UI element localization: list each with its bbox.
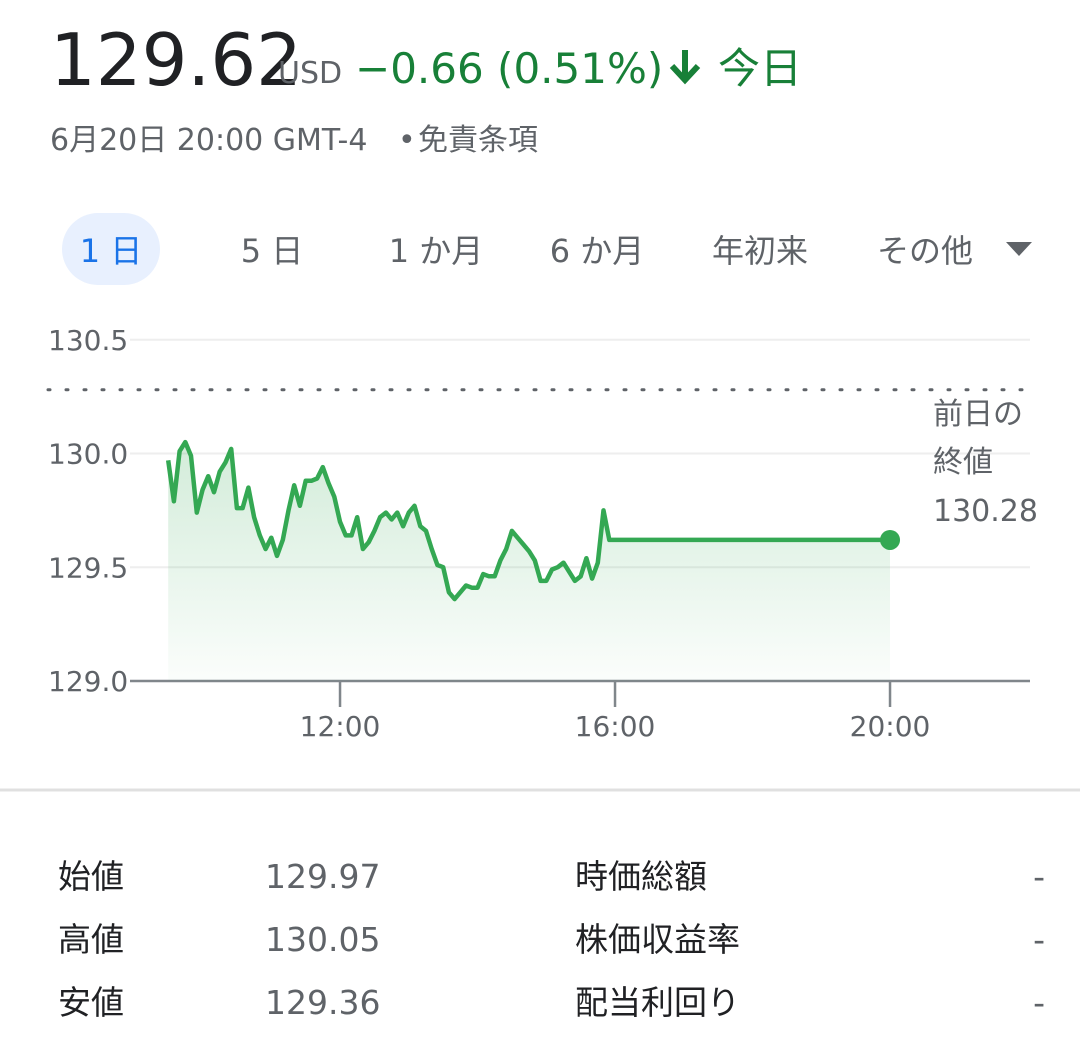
dropdown-icon xyxy=(1006,242,1032,256)
tab[interactable]: 1 日 xyxy=(80,232,143,270)
price-line xyxy=(165,439,890,602)
price: 129.62 xyxy=(50,18,302,102)
y-tick-label: 129.5 xyxy=(48,551,128,584)
stat-value: - xyxy=(1033,983,1045,1022)
stat-value: 130.05 xyxy=(265,920,380,959)
stat-value: - xyxy=(1033,857,1045,896)
y-tick-label: 129.0 xyxy=(48,665,128,698)
stat-label: 時価総額 xyxy=(575,857,707,896)
previous-close-label: 前日の xyxy=(933,397,1023,432)
tab[interactable]: 6 か月 xyxy=(550,232,645,270)
stat-label: 株価収益率 xyxy=(575,920,740,959)
previous-close-value: 130.28 xyxy=(933,494,1038,529)
tab[interactable]: 5 日 xyxy=(241,232,304,270)
x-tick-label: 20:00 xyxy=(850,710,931,743)
x-tick-label: 16:00 xyxy=(575,710,656,743)
last-point xyxy=(880,529,901,550)
currency: USD xyxy=(278,56,342,91)
stat-label: 配当利回り xyxy=(575,983,740,1022)
price-change: −0.66 (0.51%) xyxy=(355,44,663,93)
tab[interactable]: 年初来 xyxy=(712,232,808,270)
y-tick-label: 130.0 xyxy=(48,438,128,471)
down-arrow xyxy=(669,50,701,85)
tab[interactable]: 1 か月 xyxy=(389,232,484,270)
tab[interactable]: その他 xyxy=(877,232,973,270)
disclaimer-link[interactable]: 免責条項 xyxy=(418,123,538,158)
tab-selected-bg xyxy=(62,213,160,285)
stat-label: 安値 xyxy=(58,983,124,1022)
period: 今日 xyxy=(718,44,802,93)
date: 6月20日 20:00 GMT-4 xyxy=(50,123,367,158)
stat-value: 129.97 xyxy=(265,857,380,896)
stat-label: 高値 xyxy=(58,920,124,959)
y-tick-label: 130.5 xyxy=(48,324,128,357)
separator: • xyxy=(398,123,416,158)
price-area xyxy=(168,442,890,681)
stat-value: - xyxy=(1033,920,1045,959)
x-tick-label: 12:00 xyxy=(300,710,381,743)
previous-close-label: 終値 xyxy=(933,445,993,480)
stat-value: 129.36 xyxy=(265,983,380,1022)
stat-label: 始値 xyxy=(58,857,124,896)
